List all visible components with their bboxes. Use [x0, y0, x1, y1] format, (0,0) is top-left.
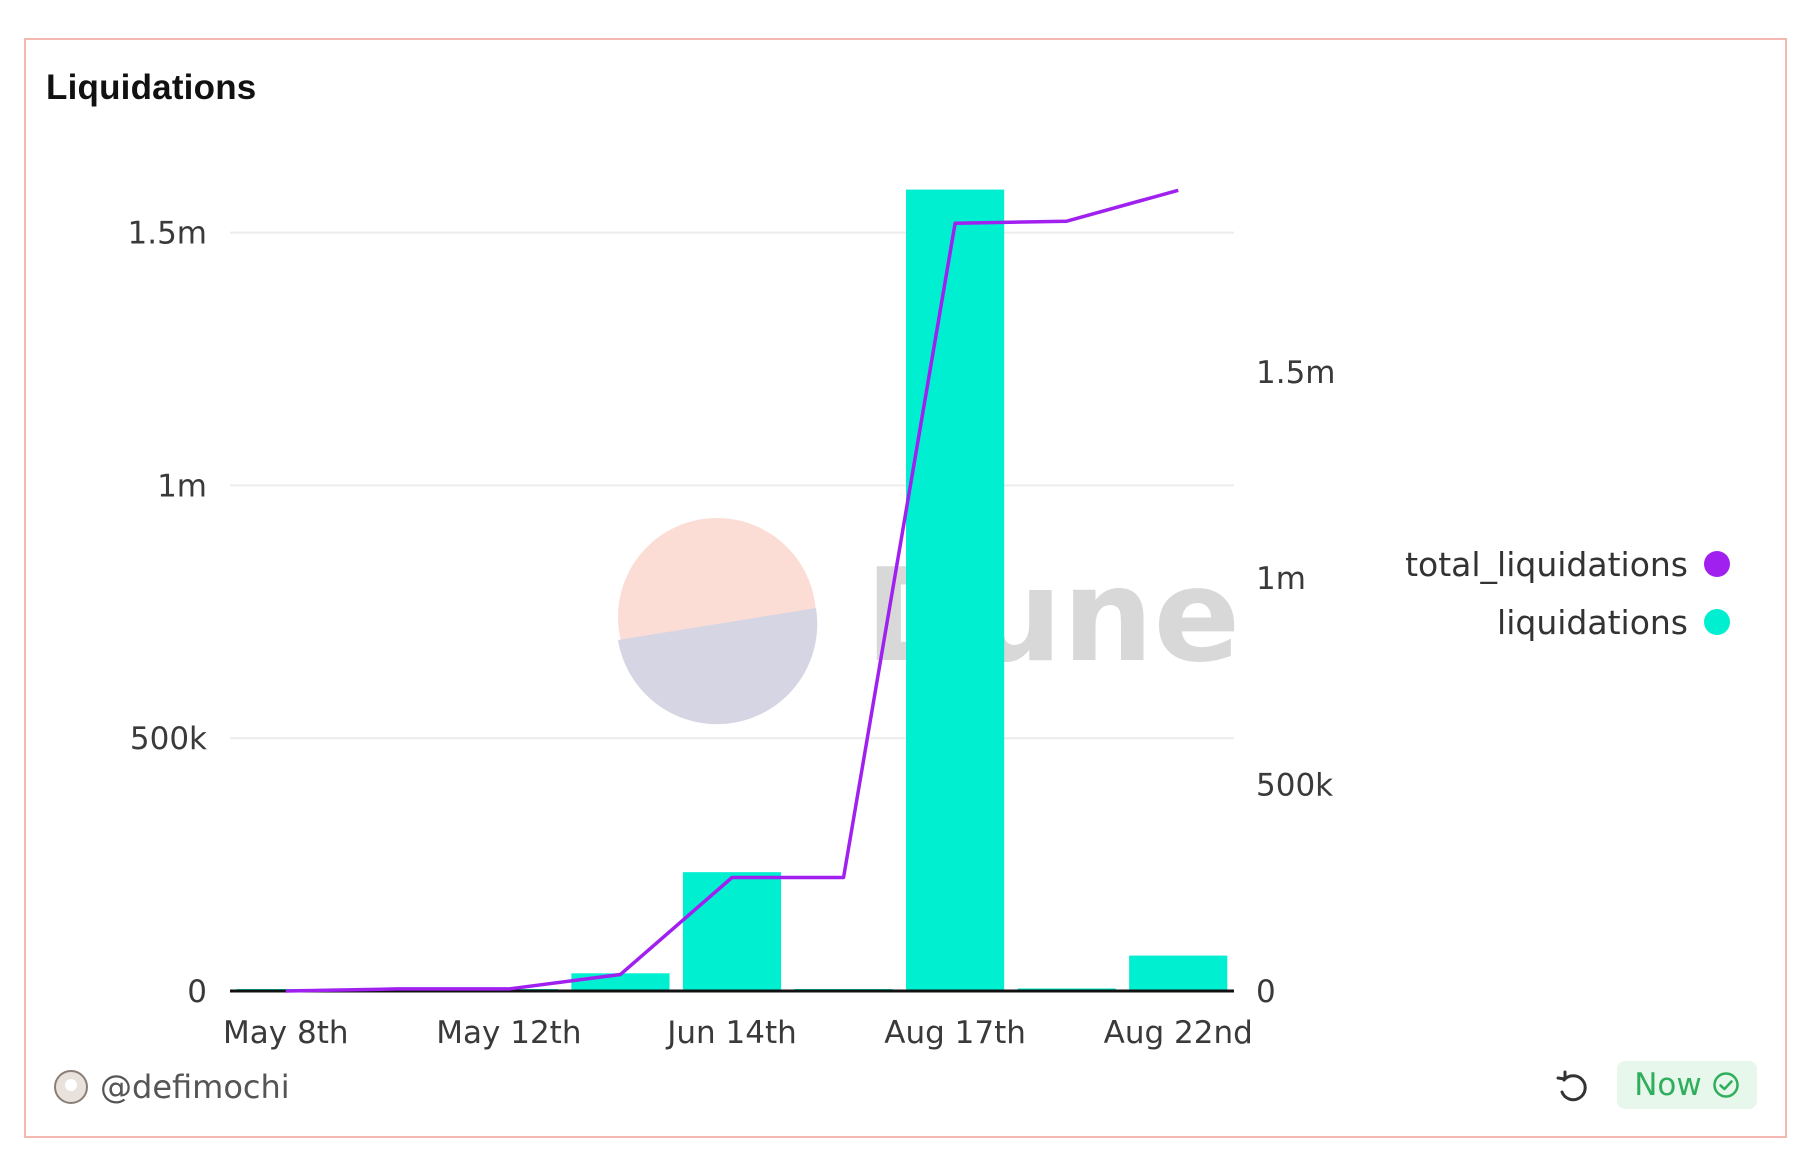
- legend-dot-icon: [1704, 551, 1730, 577]
- y-left-tick-label: 500k: [130, 721, 207, 757]
- x-tick-label: Aug 17th: [884, 1015, 1026, 1051]
- x-tick-label: Jun 14th: [665, 1015, 797, 1051]
- author-link[interactable]: @defimochi: [54, 1068, 290, 1106]
- bar-liquidations: [906, 189, 1005, 992]
- chart-legend: total_liquidations liquidations: [1405, 535, 1730, 651]
- x-tick-label: May 12th: [436, 1015, 581, 1051]
- y-left-tick-label: 1.5m: [128, 216, 208, 252]
- bar-liquidations: [682, 872, 782, 991]
- chart-card: [24, 38, 1787, 1138]
- x-tick-label: May 8th: [223, 1015, 348, 1051]
- legend-label: total_liquidations: [1405, 544, 1688, 584]
- chart-title: Liquidations: [46, 68, 257, 107]
- y-right-tick-label: 0: [1256, 974, 1276, 1010]
- line-total-liquidations: [285, 188, 1179, 993]
- legend-dot-icon: [1704, 609, 1730, 635]
- legend-item-liquidations[interactable]: liquidations: [1405, 593, 1730, 651]
- y-left-tick-label: 1m: [157, 468, 207, 504]
- y-right-tick-label: 1m: [1256, 561, 1306, 597]
- y-right-tick-label: 500k: [1256, 768, 1333, 804]
- status-label: Now: [1634, 1067, 1702, 1103]
- author-username: @defimochi: [100, 1068, 290, 1106]
- check-circle-icon: [1713, 1072, 1739, 1098]
- freshness-badge[interactable]: Now: [1617, 1061, 1757, 1109]
- avatar: [54, 1070, 88, 1104]
- bar-liquidations: [1129, 955, 1228, 991]
- refresh-icon[interactable]: [1553, 1068, 1593, 1108]
- y-right-tick-label: 1.5m: [1256, 355, 1336, 391]
- x-tick-label: Aug 22nd: [1104, 1015, 1253, 1051]
- watermark-logo-bottom: [618, 608, 818, 725]
- legend-item-total-liquidations[interactable]: total_liquidations: [1405, 535, 1730, 593]
- y-left-tick-label: 0: [187, 974, 207, 1010]
- legend-label: liquidations: [1497, 602, 1688, 642]
